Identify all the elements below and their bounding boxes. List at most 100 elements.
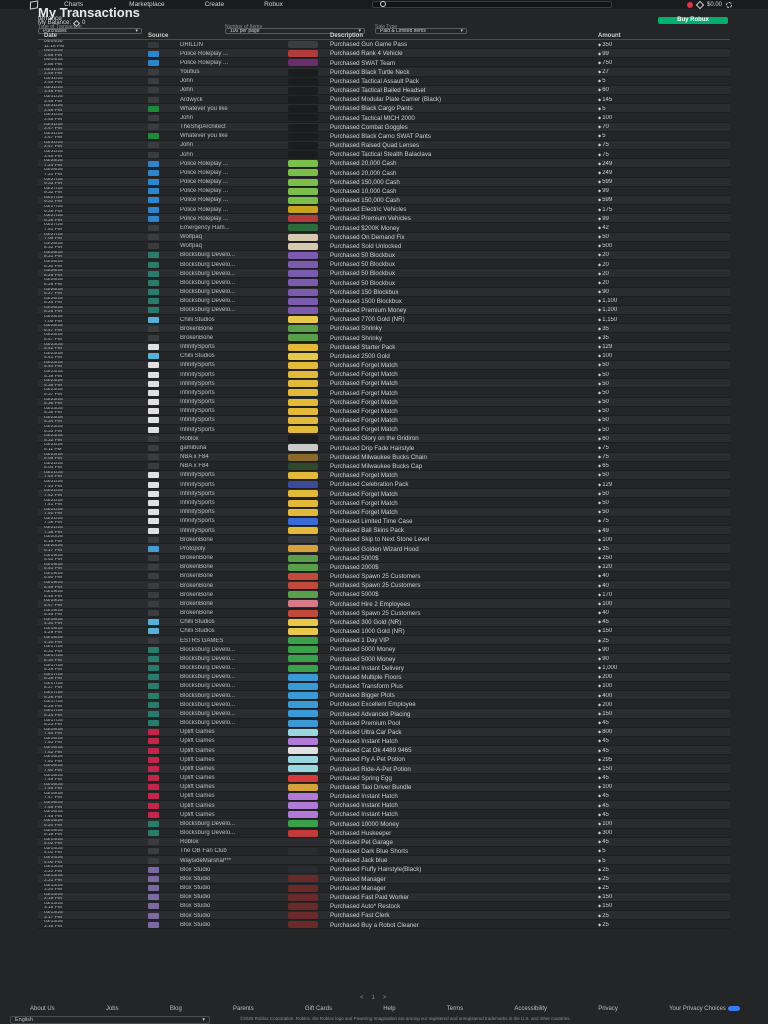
row-source[interactable]: Blocksburg Develo...: [180, 298, 236, 305]
row-source[interactable]: InfinitySports: [180, 472, 215, 479]
row-source[interactable]: Blox Studio: [180, 921, 211, 928]
source-icon[interactable]: [148, 701, 159, 708]
row-source[interactable]: InfinitySports: [180, 527, 215, 534]
row-source[interactable]: InfinitySports: [180, 509, 215, 516]
row-source[interactable]: Blocksburg Develo...: [180, 665, 236, 672]
row-description[interactable]: Purchased Ball Skins Pack: [330, 527, 404, 535]
source-icon[interactable]: [148, 344, 159, 351]
source-icon[interactable]: [148, 444, 159, 451]
row-description[interactable]: Purchased 50 Blockbux: [330, 261, 396, 269]
source-icon[interactable]: [148, 509, 159, 516]
row-description[interactable]: Purchased Auto* Restock: [330, 903, 401, 911]
source-icon[interactable]: [148, 408, 159, 415]
item-thumbnail[interactable]: [288, 306, 318, 314]
row-description[interactable]: Purchased Rank 4 Vehicle: [330, 50, 403, 58]
source-icon[interactable]: [148, 756, 159, 763]
row-description[interactable]: Purchased Starter Pack: [330, 343, 396, 351]
row-source[interactable]: InfinitySports: [180, 417, 215, 424]
row-source[interactable]: Blocksburg Develo...: [180, 701, 236, 708]
item-thumbnail[interactable]: [288, 838, 318, 846]
row-source[interactable]: Blox Studio: [180, 875, 211, 882]
row-description[interactable]: Purchased Forget Match: [330, 472, 398, 480]
source-icon[interactable]: [148, 389, 159, 396]
row-source[interactable]: InfinitySports: [180, 490, 215, 497]
row-description[interactable]: Purchased 2500 Gold: [330, 352, 390, 360]
source-icon[interactable]: [148, 261, 159, 268]
source-icon[interactable]: [148, 426, 159, 433]
item-thumbnail[interactable]: [288, 151, 318, 159]
row-source[interactable]: Whatever you like: [180, 133, 228, 140]
source-icon[interactable]: [148, 362, 159, 369]
row-description[interactable]: Purchased 300 Gold (NR): [330, 618, 402, 626]
source-icon[interactable]: [148, 59, 159, 66]
item-thumbnail[interactable]: [288, 664, 318, 672]
row-description[interactable]: Purchased Multiple Floors: [330, 673, 402, 681]
source-icon[interactable]: [148, 839, 159, 846]
row-description[interactable]: Purchased Tactical Stealth Balaclava: [330, 151, 432, 159]
source-icon[interactable]: [148, 610, 159, 617]
source-icon[interactable]: [148, 78, 159, 85]
row-source[interactable]: Roblox: [180, 839, 199, 846]
row-source[interactable]: InfinitySports: [180, 408, 215, 415]
row-source[interactable]: NBA x F84: [180, 454, 209, 461]
source-icon[interactable]: [148, 903, 159, 910]
row-source[interactable]: Blocksburg Develo...: [180, 261, 236, 268]
source-icon[interactable]: [148, 912, 159, 919]
row-source[interactable]: BrokenBone: [180, 334, 214, 341]
row-source[interactable]: The OB Fan Club: [180, 848, 227, 855]
source-icon[interactable]: [148, 655, 159, 662]
source-icon[interactable]: [148, 765, 159, 772]
row-description[interactable]: Purchased Black Cargo Pants: [330, 105, 413, 113]
row-source[interactable]: Blocksburg Develo...: [180, 710, 236, 717]
row-source[interactable]: InfinitySports: [180, 344, 215, 351]
gear-icon[interactable]: [726, 1, 732, 8]
row-source[interactable]: Uplift Games: [180, 747, 215, 754]
row-description[interactable]: Purchased Forget Match: [330, 389, 398, 397]
nav-link-charts[interactable]: Charts: [64, 1, 84, 8]
source-icon[interactable]: [148, 114, 159, 121]
source-icon[interactable]: [148, 738, 159, 745]
source-icon[interactable]: [148, 41, 159, 48]
item-thumbnail[interactable]: [288, 921, 318, 929]
item-thumbnail[interactable]: [288, 416, 318, 424]
row-source[interactable]: Police Roleplay ...: [180, 215, 229, 222]
row-source[interactable]: BrokenBone: [180, 325, 214, 332]
row-source[interactable]: TheShipArchitect: [180, 124, 226, 131]
item-thumbnail[interactable]: [288, 361, 318, 369]
row-source[interactable]: Roblox: [180, 435, 199, 442]
row-source[interactable]: Police Roleplay ...: [180, 206, 229, 213]
row-source[interactable]: Blocksburg Develo...: [180, 279, 236, 286]
item-thumbnail[interactable]: [288, 371, 318, 379]
row-source[interactable]: Uplift Games: [180, 756, 215, 763]
row-source[interactable]: Blocksburg Develo...: [180, 720, 236, 727]
row-source[interactable]: InfinitySports: [180, 362, 215, 369]
item-thumbnail[interactable]: [288, 86, 318, 94]
item-thumbnail[interactable]: [288, 527, 318, 534]
sale-type-select[interactable]: Paid & Limited Items ▾: [375, 28, 467, 34]
item-thumbnail[interactable]: [288, 545, 318, 553]
source-icon[interactable]: [148, 545, 159, 552]
row-description[interactable]: Purchased Manager: [330, 875, 386, 883]
item-thumbnail[interactable]: [288, 316, 318, 324]
item-thumbnail[interactable]: [288, 325, 318, 333]
item-thumbnail[interactable]: [288, 847, 318, 855]
item-thumbnail[interactable]: [288, 141, 318, 149]
item-thumbnail[interactable]: [288, 728, 318, 736]
source-icon[interactable]: [148, 921, 159, 928]
source-icon[interactable]: [148, 169, 159, 176]
row-description[interactable]: Purchased Spring Egg: [330, 774, 392, 782]
item-thumbnail[interactable]: [288, 875, 318, 883]
row-source[interactable]: Blox Studio: [180, 903, 211, 910]
source-icon[interactable]: [148, 463, 159, 470]
row-description[interactable]: Purchased Electric Vehicles: [330, 206, 407, 214]
row-description[interactable]: Purchased Combat Goggles: [330, 123, 408, 131]
item-thumbnail[interactable]: [288, 105, 318, 113]
item-thumbnail[interactable]: [288, 811, 318, 819]
row-description[interactable]: Purchased 20,000 Cash: [330, 160, 397, 168]
row-source[interactable]: ESTRS GAMES: [180, 637, 224, 644]
prev-page-button[interactable]: <: [360, 995, 364, 1001]
source-icon[interactable]: [148, 454, 159, 461]
item-thumbnail[interactable]: [288, 224, 318, 232]
row-source[interactable]: John: [180, 87, 194, 94]
row-description[interactable]: Purchased Premium Pool: [330, 719, 401, 727]
